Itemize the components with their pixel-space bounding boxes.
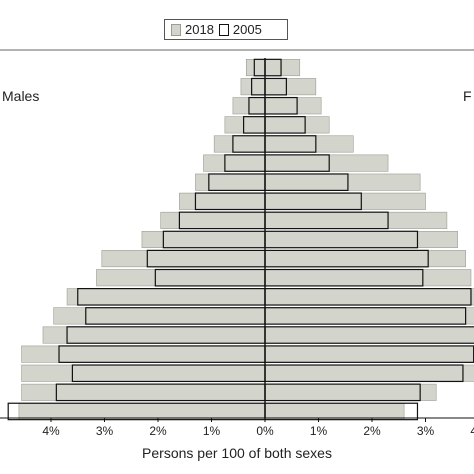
x-tick-label: 3% [96,424,114,438]
x-axis-title: Persons per 100 of both sexes [142,445,332,461]
bar-2018-male [240,78,266,96]
bar-2018-male [21,364,266,382]
bar-2018-male [42,326,266,344]
bar-2018-female [264,250,466,268]
males-label: Males [2,88,40,104]
legend-swatch-2005 [218,23,229,36]
bar-2018-male [224,116,266,134]
x-tick-label: 2% [149,424,167,438]
legend-label-2005: 2005 [232,22,262,37]
bar-2018-female [264,230,458,249]
bar-2018-female [264,326,474,344]
x-tick-label: 3% [417,424,435,438]
bar-2018-male [213,135,266,153]
bar-2018-male [141,230,266,249]
legend-label-2018: 2018 [185,22,214,37]
bar-2018-female [264,192,426,210]
bar-2018-female [264,307,474,325]
bar-2018-male [21,383,266,401]
bar-2018-male [101,250,266,268]
x-tick-label: 1% [310,424,328,438]
x-tick-label: 2% [363,424,381,438]
females-label: F [463,88,472,104]
bar-2018-female [264,269,472,287]
bar-2018-male [160,211,266,229]
bar-2018-male [179,192,266,210]
x-tick-label: 4% [42,424,60,438]
bar-2018-female [264,288,474,306]
bar-2018-female [264,135,354,153]
bar-2018-female [264,383,437,401]
x-tick-label: 4% [470,424,474,438]
bar-2018-male [96,269,266,287]
legend: 2018 2005 [164,19,288,40]
bar-2018-male [203,154,266,172]
bar-2018-male [195,173,266,191]
bar-2018-female [264,97,322,115]
bar-2018-female [264,345,474,363]
bar-2018-female [264,364,474,382]
bar-2018-female [264,116,330,134]
bar-2018-female [264,173,421,191]
bar-2018-male [245,59,266,77]
bar-2018-female [264,211,448,229]
x-tick-label: 0% [256,424,274,438]
bar-2018-female [264,78,317,96]
legend-swatch-2018 [171,23,181,36]
bar-2018-female [264,154,389,172]
bar-2018-male [66,288,266,306]
bar-2018-female [264,59,301,77]
bar-2018-female [264,402,405,420]
bar-2018-male [18,402,266,420]
x-tick-label: 1% [203,424,221,438]
bar-2018-male [21,345,266,363]
